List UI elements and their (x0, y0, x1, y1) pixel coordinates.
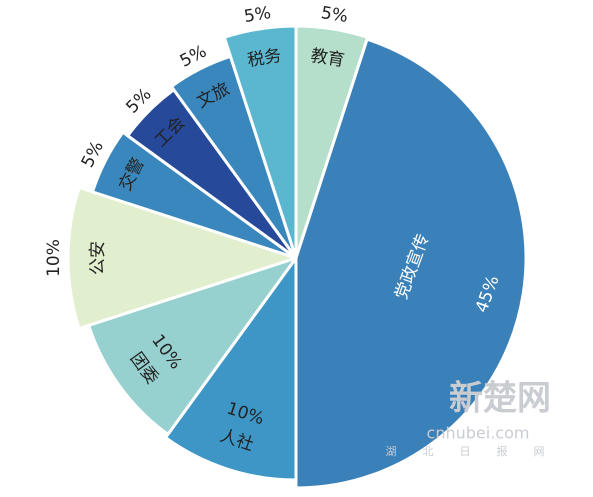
value-label: 5% (243, 3, 273, 27)
pie-slice (87, 256, 298, 436)
pie-slice (294, 37, 528, 490)
pie-slice (90, 130, 298, 260)
pie-slice (66, 186, 298, 330)
value-label: 10% (44, 239, 64, 277)
watermark-url: cnhubei.com (427, 424, 530, 443)
watermark-logo: 新楚网 (449, 379, 551, 419)
slice-label: 公安 (88, 241, 108, 275)
pie-slice (222, 24, 298, 260)
value-label: 5% (320, 3, 350, 27)
watermark-name: 湖北日报网 (386, 444, 571, 458)
pie-slice (164, 256, 298, 482)
